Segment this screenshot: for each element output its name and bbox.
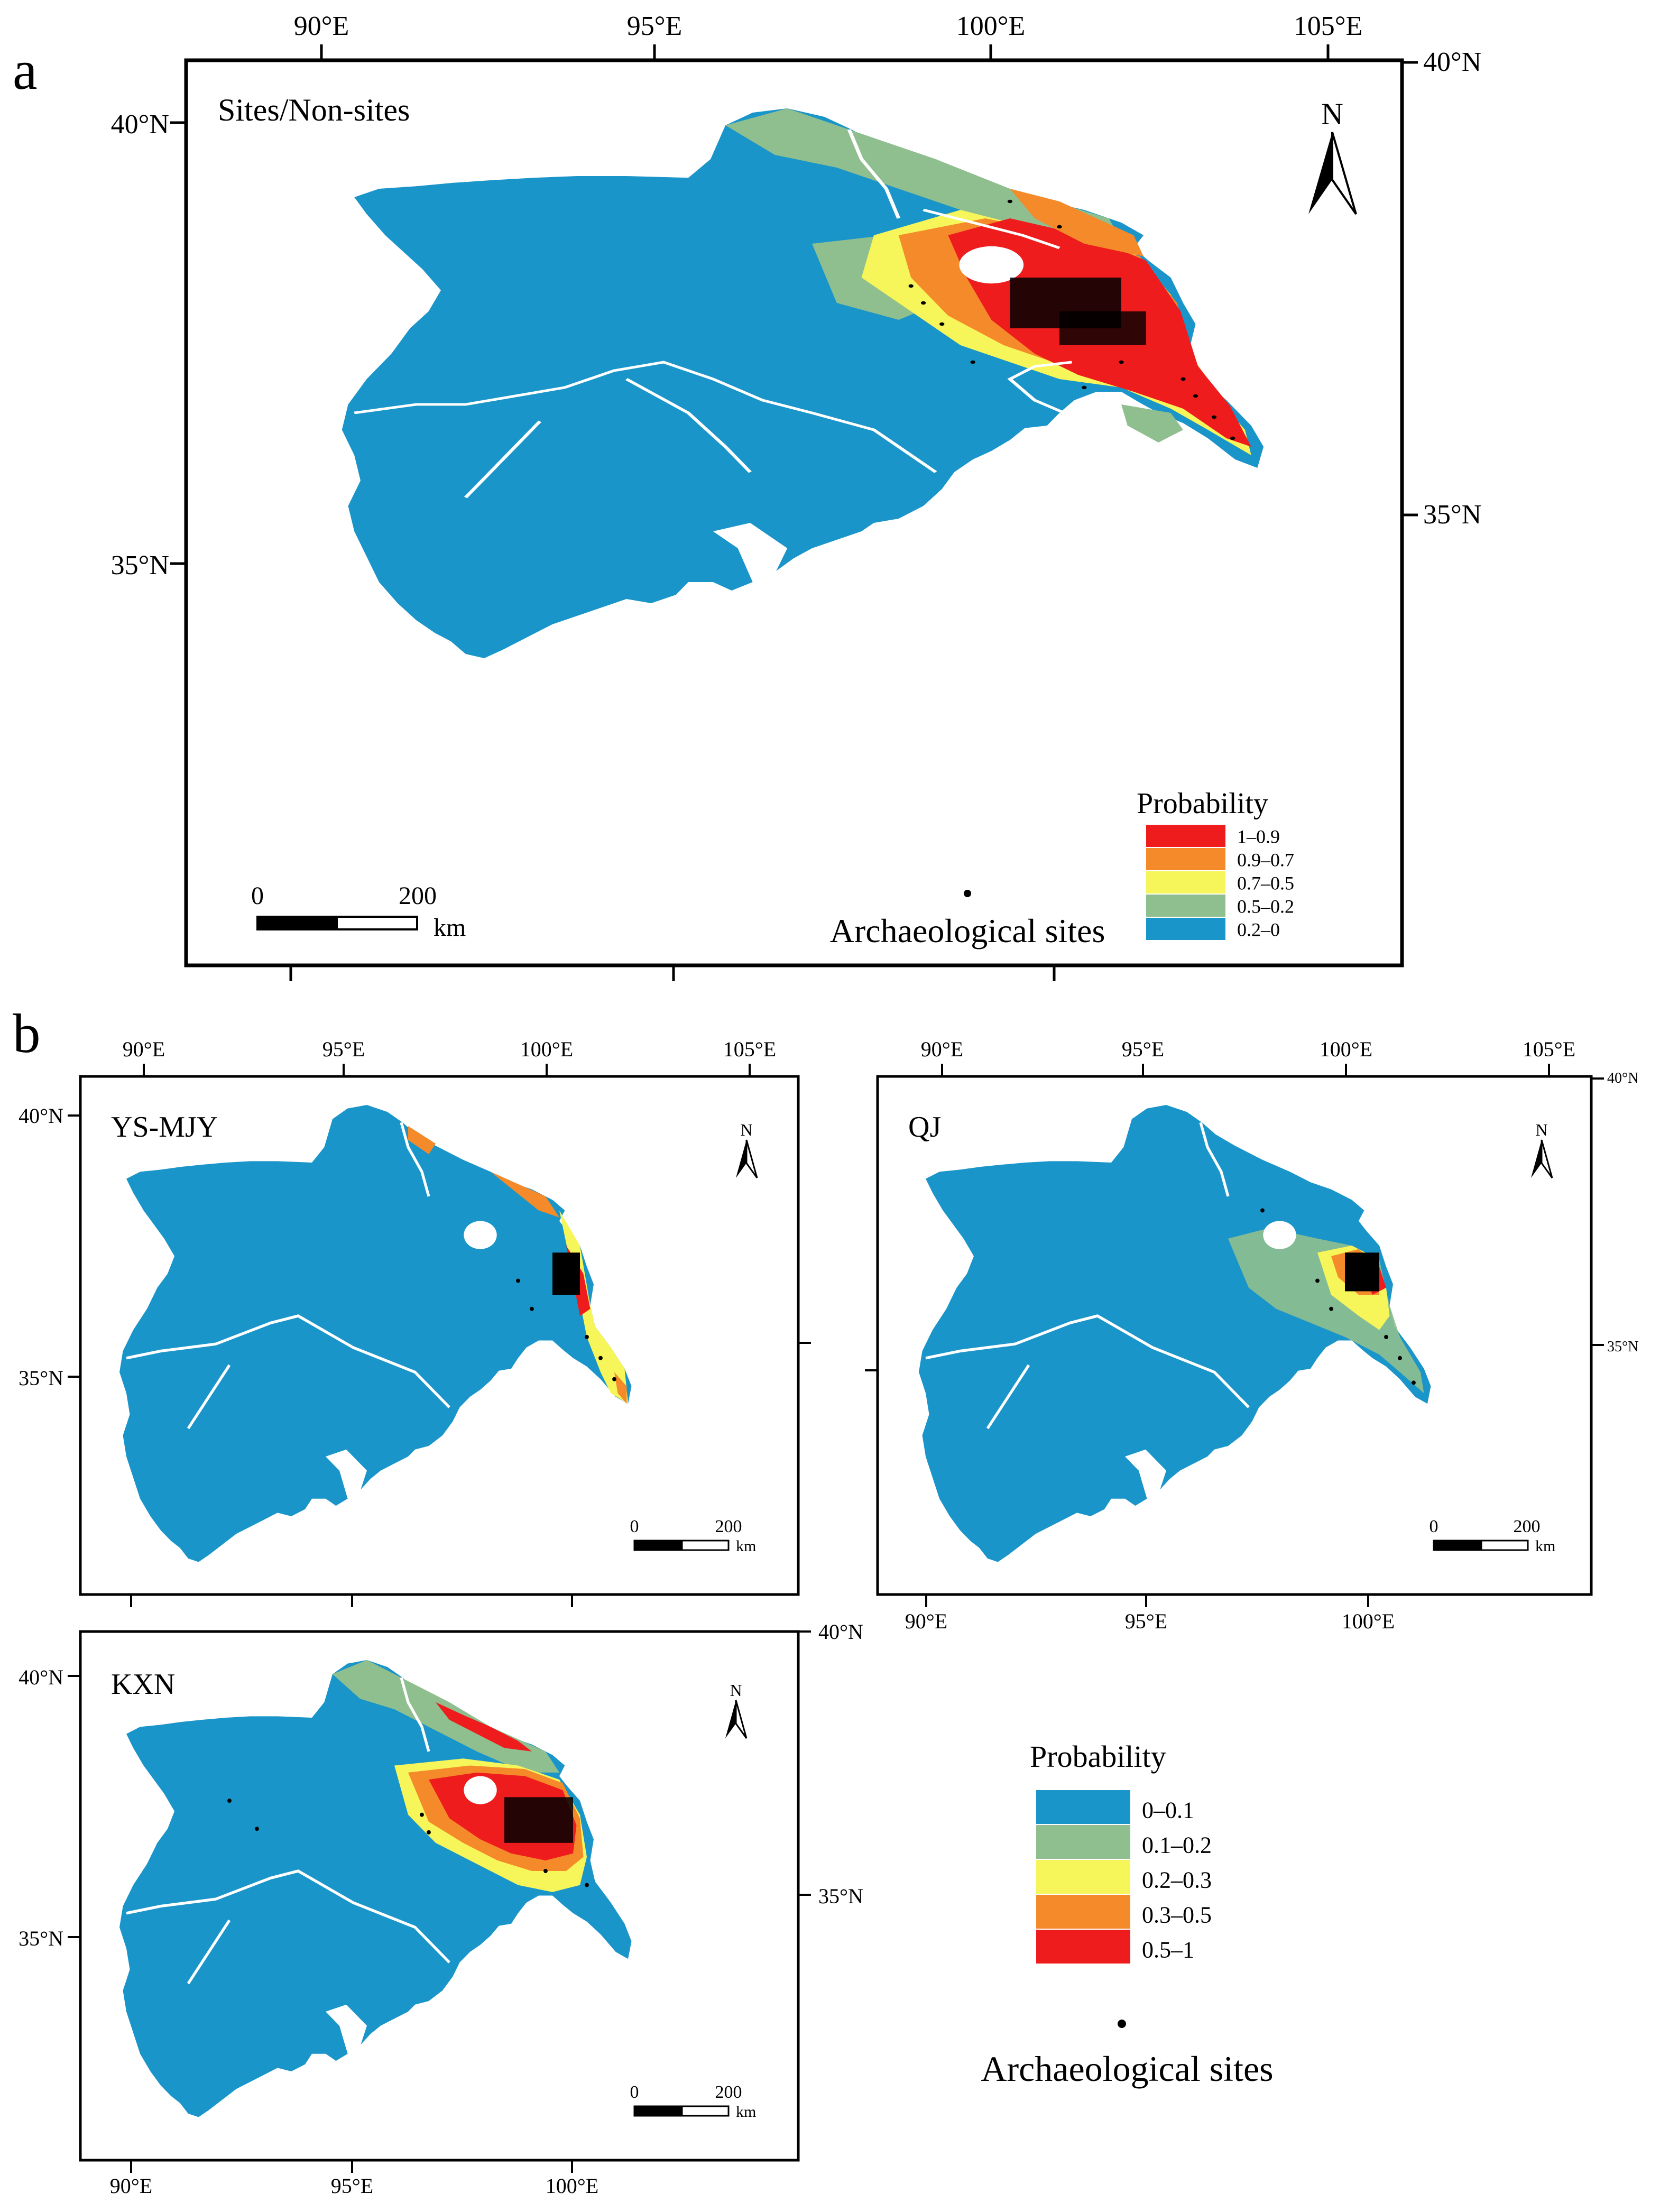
panel-b-legend-label-3: 0.3–0.5	[1142, 1902, 1212, 1928]
panel-b-sites-label: Archaeological sites	[981, 2049, 1273, 2089]
qj-lon-bot-95: 95°E	[1125, 1609, 1167, 1633]
kxn-title: KXN	[111, 1668, 175, 1701]
qj-lon-top-95: 95°E	[1122, 1037, 1164, 1061]
qj-lon-bot-100: 100°E	[1342, 1609, 1395, 1633]
panel-a-ticks	[170, 44, 1418, 981]
qj-lon-top-105: 105°E	[1523, 1037, 1575, 1061]
panel-a-legend-title: Probability	[1137, 787, 1268, 820]
qj-title: QJ	[908, 1111, 941, 1144]
qj-lon-top-90: 90°E	[921, 1037, 963, 1061]
ys-scale-max: 200	[715, 1517, 742, 1536]
panel-a-lat-right-35: 35°N	[1423, 500, 1481, 530]
panel-a-map	[342, 108, 1264, 658]
panel-a-site-symbol	[964, 890, 971, 897]
panel-b-legend-title: Probability	[1030, 1739, 1166, 1774]
panel-b-legend-swatch-4	[1036, 1930, 1130, 1964]
panel-b: b 90°E 95°E 100°E 105°E 40°N 35°N	[13, 1002, 1638, 2198]
panel-b-legend-swatch-3	[1036, 1895, 1130, 1929]
panel-a-legend-label-2: 0.7–0.5	[1237, 872, 1294, 893]
ys-north-arrow: N	[736, 1120, 758, 1178]
kxn-north-label: N	[730, 1681, 742, 1700]
qj-north-arrow: N	[1531, 1120, 1553, 1178]
panel-b-site-symbol	[1118, 2020, 1126, 2028]
kxn-scale-zero: 0	[630, 2082, 639, 2102]
panel-b-letter: b	[13, 1002, 41, 1064]
qj-scale-bar: 0 200 km	[1430, 1517, 1556, 1555]
panel-a-legend-swatch-2	[1146, 871, 1225, 893]
panel-a-legend-swatch-0	[1146, 825, 1225, 847]
ys-lat-35: 35°N	[19, 1366, 63, 1390]
kxn-lat-40-left: 40°N	[19, 1665, 63, 1689]
panel-a-sites-label: Archaeological sites	[830, 912, 1105, 950]
qj-lon-top-100: 100°E	[1320, 1037, 1372, 1061]
panel-a-legend-label-0: 1–0.9	[1237, 826, 1280, 847]
panel-a-legend-swatch-3	[1146, 895, 1225, 917]
panel-a-scale-unit: km	[434, 914, 466, 942]
panel-a-scale-max: 200	[399, 882, 437, 910]
panel-b-legend-label-4: 0.5–1	[1142, 1937, 1194, 1962]
map-qj: 90°E 95°E 100°E 105°E 90°E 95°E 100°E 40…	[865, 1037, 1638, 1633]
ys-lon-100: 100°E	[520, 1037, 573, 1061]
panel-a-north-arrow: N	[1308, 97, 1357, 215]
panel-a-lon-top-95: 95°E	[627, 11, 683, 41]
kxn-scale-bar: 0 200 km	[630, 2082, 757, 2121]
panel-a-title: Sites/Non-sites	[218, 93, 410, 127]
panel-b-legend-swatch-2	[1036, 1860, 1130, 1894]
kxn-lon-95: 95°E	[331, 2174, 373, 2198]
kxn-scale-max: 200	[715, 2082, 742, 2102]
kxn-lat-40-right: 40°N	[818, 1620, 863, 1644]
ys-scale-unit: km	[736, 1537, 756, 1555]
ys-north-label: N	[740, 1120, 752, 1139]
panel-a-letter: a	[13, 39, 38, 101]
panel-a-lat-left-35: 35°N	[111, 550, 169, 580]
ys-lat-40: 40°N	[19, 1104, 63, 1128]
panel-b-legend-swatch-0	[1036, 1790, 1130, 1824]
ys-scale-bar: 0 200 km	[630, 1517, 757, 1555]
panel-a-lat-right-40: 40°N	[1423, 47, 1481, 77]
panel-a-legend-swatch-4	[1146, 918, 1225, 940]
kxn-north-arrow: N	[725, 1681, 748, 1739]
panel-b-legend-label-0: 0–0.1	[1142, 1797, 1194, 1823]
panel-a-north-label: N	[1321, 97, 1343, 131]
qj-scale-zero: 0	[1430, 1517, 1438, 1536]
panel-b-legend-swatch-1	[1036, 1825, 1130, 1859]
ys-title: YS-MJY	[111, 1111, 218, 1144]
panel-a-scale-bar: 0 200 km	[251, 882, 466, 942]
panel-a: a 90°E 95°E 100°E 105°E 40°N 35°N 40°N 3…	[13, 11, 1481, 981]
kxn-lon-90: 90°E	[110, 2174, 152, 2198]
panel-b-legend: Probability 0–0.1 0.1–0.2 0.2–0.3 0.3–0.5 0.…	[981, 1739, 1273, 2089]
ys-lon-105: 105°E	[723, 1037, 776, 1061]
qj-lon-bot-90: 90°E	[905, 1609, 947, 1633]
panel-a-legend: Probability 1–0.90.9–0.70.7–0.5 0.5–0.20.…	[830, 787, 1294, 950]
panel-a-legend-label-1: 0.9–0.7	[1237, 849, 1294, 870]
panel-a-legend-label-3: 0.5–0.2	[1237, 896, 1294, 917]
panel-a-lon-top-105: 105°E	[1294, 11, 1363, 41]
qj-north-label: N	[1535, 1120, 1547, 1139]
kxn-scale-unit: km	[736, 2103, 756, 2121]
map-kxn: 40°N 35°N 40°N 35°N 90°E 95°E 100°E	[19, 1620, 863, 2198]
panel-a-scale-zero: 0	[251, 882, 264, 910]
ys-lon-90: 90°E	[123, 1037, 165, 1061]
kxn-lon-100: 100°E	[546, 2174, 598, 2198]
qj-scale-unit: km	[1535, 1537, 1555, 1555]
panel-a-lon-top-90: 90°E	[294, 11, 349, 41]
panel-a-legend-label-4: 0.2–0	[1237, 919, 1280, 940]
panel-a-legend-swatch-1	[1146, 848, 1225, 870]
qj-scale-max: 200	[1514, 1517, 1541, 1536]
qj-lat-40: 40°N	[1607, 1070, 1638, 1086]
panel-a-lat-left-40: 40°N	[111, 109, 169, 140]
panel-b-legend-label-1: 0.1–0.2	[1142, 1832, 1212, 1858]
kxn-lat-35-right: 35°N	[818, 1884, 863, 1908]
ys-scale-zero: 0	[630, 1517, 639, 1536]
kxn-lat-35-left: 35°N	[19, 1927, 63, 1950]
panel-b-legend-label-2: 0.2–0.3	[1142, 1867, 1212, 1893]
qj-lat-35: 35°N	[1607, 1339, 1638, 1355]
ys-lon-95: 95°E	[322, 1037, 365, 1061]
map-ys-mjy: 90°E 95°E 100°E 105°E 40°N 35°N	[19, 1037, 811, 1607]
panel-a-lon-top-100: 100°E	[956, 11, 1026, 41]
